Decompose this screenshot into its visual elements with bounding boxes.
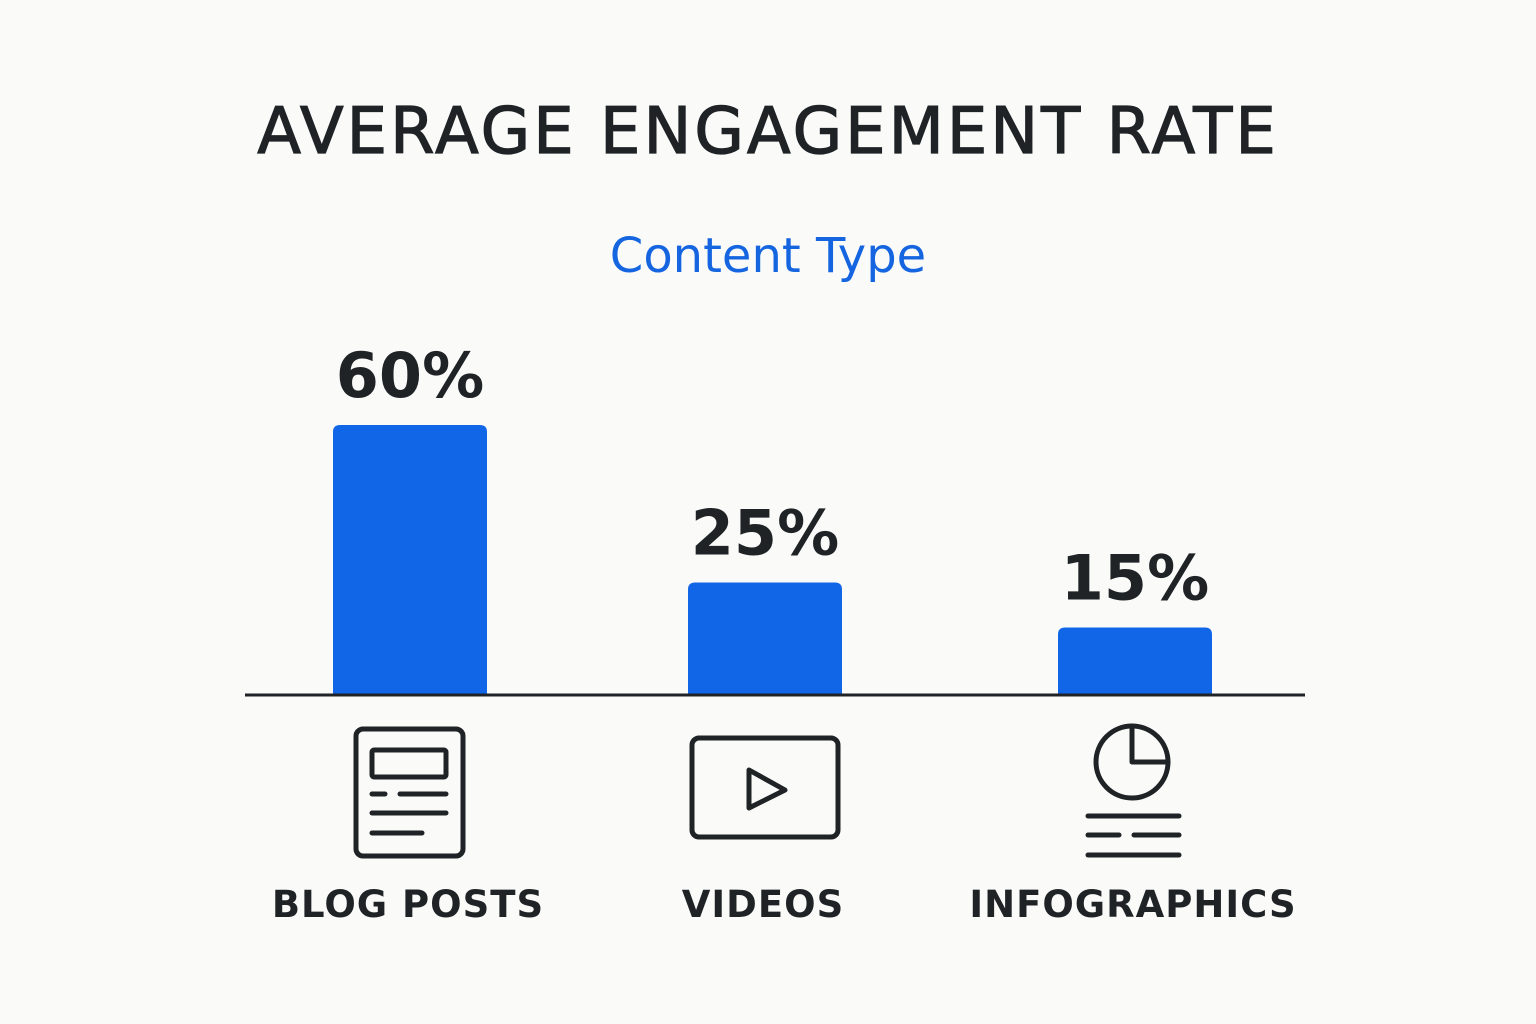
category-label: VIDEOS [682, 883, 845, 926]
bar-value-label: 25% [691, 497, 839, 570]
video-play-icon [689, 735, 841, 840]
bar-value-label: 15% [1061, 542, 1209, 615]
bar-blog-posts [333, 425, 487, 695]
value-labels-group: 60% 25% 15% [336, 339, 1209, 615]
category-label: INFOGRAPHICS [969, 883, 1296, 926]
category-labels-group: BLOG POSTS VIDEOS INFOGRAPHICS [272, 883, 1296, 926]
document-icon [353, 726, 466, 859]
chart-subtitle: Content Type [609, 228, 927, 284]
category-label: BLOG POSTS [272, 883, 544, 926]
bar-infographics [1058, 627, 1212, 695]
bars-group [333, 425, 1212, 695]
bar-videos [688, 582, 842, 695]
pie-chart-icon [1085, 723, 1182, 858]
bar-value-label: 60% [336, 339, 484, 412]
chart-title: AVERAGE ENGAGEMENT RATE [257, 94, 1279, 169]
